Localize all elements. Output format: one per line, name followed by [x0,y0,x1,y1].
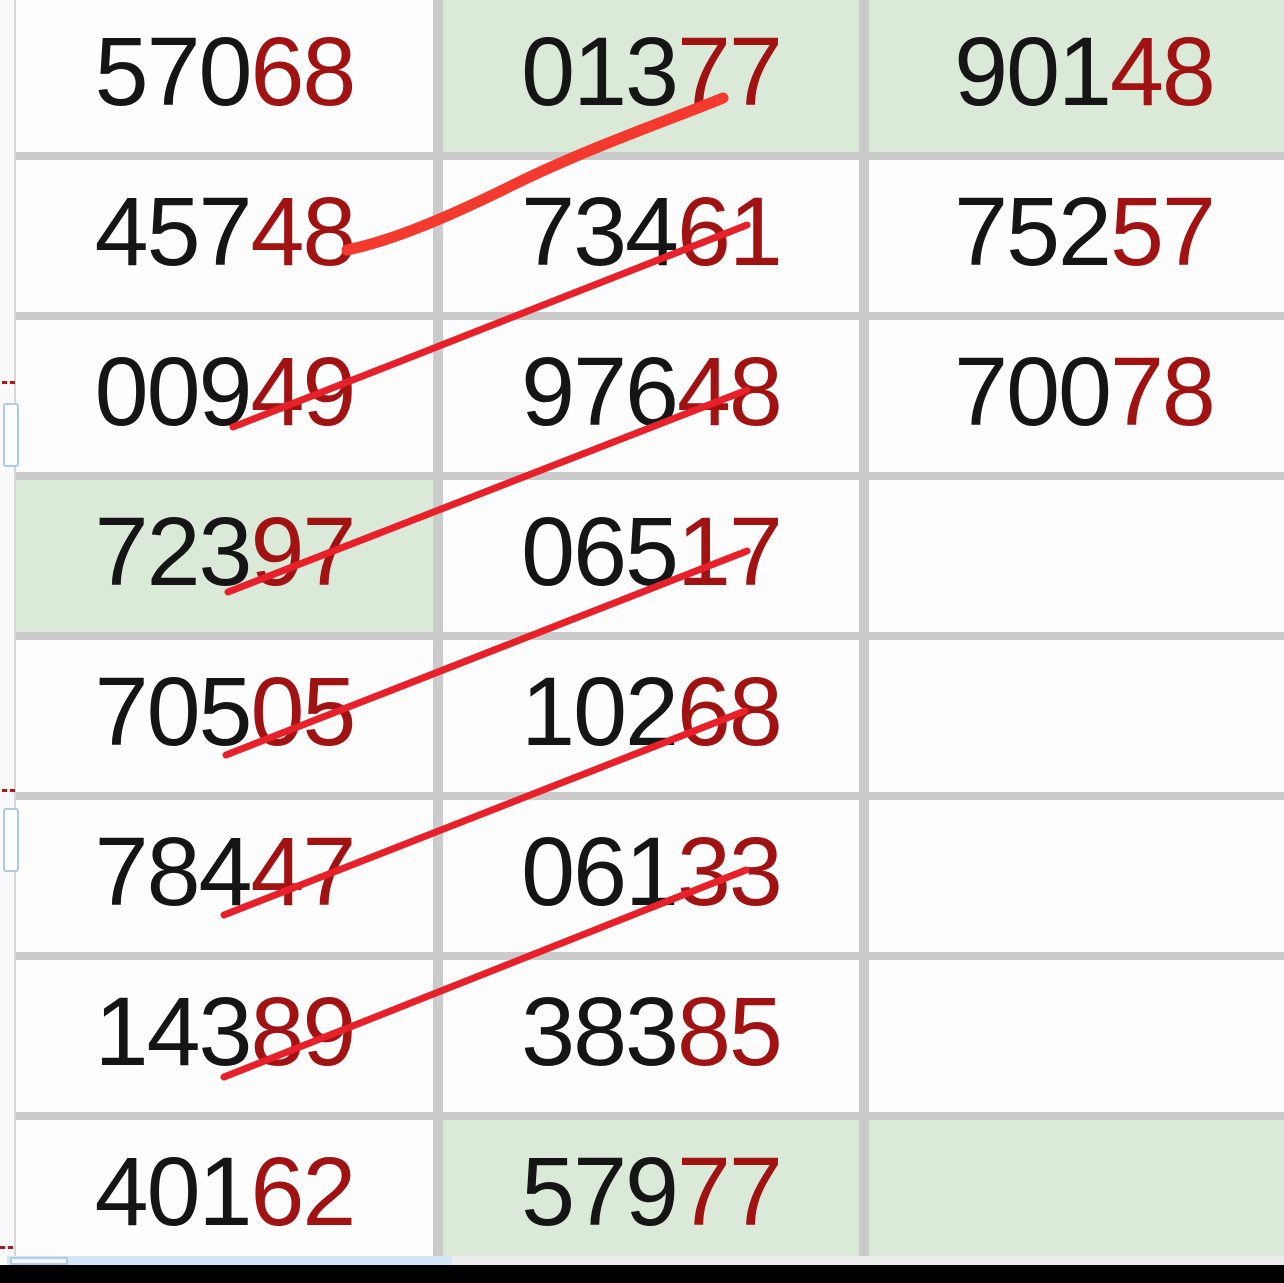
digits-black: 383 [521,976,679,1086]
digits-red: 33 [676,816,783,926]
bottom-strip-gray [452,1256,1284,1265]
digits-black: 700 [954,336,1112,446]
digits-red: 57 [1109,176,1216,286]
digits-black: 065 [521,496,679,606]
margin-box [3,808,19,872]
digits-black: 009 [94,336,253,446]
number-table: 570 68 013 77 901 48 457 48 734 61 752 57 009 49 976 48… [14,0,1284,1272]
digits-black: 102 [521,656,679,766]
table-cell: 570 68 [16,0,433,152]
digits-red: 78 [1109,336,1216,446]
digits-red: 89 [250,976,356,1086]
table-cell: 061 33 [443,800,859,952]
digits-red: 97 [250,496,356,606]
margin-box [3,403,19,467]
table-cell: 102 68 [443,640,859,792]
digits-black: 570 [94,16,253,126]
table-cell: 700 78 [869,320,1284,472]
digits-red: 49 [250,336,356,446]
bottom-pill-button[interactable] [10,1257,68,1265]
digits-red: 77 [676,1136,783,1246]
table-cell: 579 77 [443,1120,859,1272]
digits-red: 47 [250,816,356,926]
digits-black: 061 [521,816,679,926]
digits-black: 901 [954,16,1112,126]
digits-red: 48 [676,336,783,446]
bottom-strip-blue [7,1256,452,1265]
digits-red: 17 [676,496,783,606]
digits-black: 705 [94,656,253,766]
digits-red: 61 [676,176,783,286]
table-cell: 143 89 [16,960,433,1112]
table-cell: 784 47 [16,800,433,952]
margin-dash-mark [0,1246,13,1249]
table-cell: 976 48 [443,320,859,472]
digits-black: 976 [521,336,679,446]
table-cell: 901 48 [869,0,1284,152]
digits-black: 723 [94,496,253,606]
margin-dash-mark [2,789,15,792]
table-cell-empty [869,1120,1284,1272]
digits-red: 77 [676,16,783,126]
bottom-black-bar [0,1265,1284,1283]
table-cell: 752 57 [869,160,1284,312]
digits-black: 143 [94,976,253,1086]
table-cell-empty [869,960,1284,1112]
table-cell-empty [869,640,1284,792]
digits-black: 784 [94,816,253,926]
table-cell: 065 17 [443,480,859,632]
digits-red: 48 [250,176,356,286]
table-cell: 009 49 [16,320,433,472]
digits-black: 013 [521,16,679,126]
table-cell-empty [869,800,1284,952]
digits-red: 48 [1109,16,1216,126]
margin-dash-mark [2,381,15,384]
table-cell: 401 62 [16,1120,433,1272]
digits-black: 579 [521,1136,679,1246]
digits-red: 62 [250,1136,356,1246]
digits-red: 85 [676,976,783,1086]
table-cell: 013 77 [443,0,859,152]
digits-red: 05 [250,656,356,766]
bottom-strip [0,1256,1284,1265]
table-cell: 705 05 [16,640,433,792]
digits-black: 734 [521,176,679,286]
digits-red: 68 [250,16,356,126]
digits-red: 68 [676,656,783,766]
table-cell: 723 97 [16,480,433,632]
table-cell-empty [869,480,1284,632]
digits-black: 752 [954,176,1112,286]
table-cell: 383 85 [443,960,859,1112]
digits-black: 401 [94,1136,253,1246]
table-cell: 734 61 [443,160,859,312]
table-cell: 457 48 [16,160,433,312]
digits-black: 457 [94,176,253,286]
